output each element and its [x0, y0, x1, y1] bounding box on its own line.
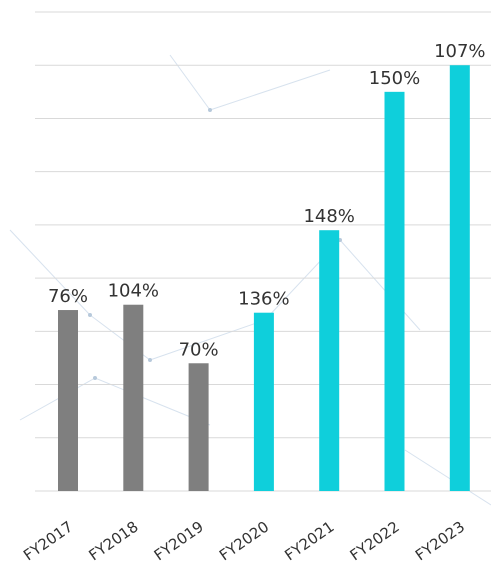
bar-fy2017 [58, 310, 78, 491]
bar-fy2018 [123, 304, 144, 491]
data-label-fy2023: 107% [434, 41, 485, 62]
data-label-fy2020: 136% [238, 289, 289, 310]
x-tick-fy2018: FY2018 [85, 518, 141, 565]
x-axis-tick-labels: FY2017 FY2018 FY2019 FY2020 FY2021 FY2022 FY20… [20, 518, 468, 565]
data-label-fy2021: 148% [303, 206, 354, 227]
bar-fy2021 [319, 230, 340, 491]
x-tick-fy2020: FY2020 [216, 518, 272, 565]
data-label-fy2022: 150% [369, 68, 420, 89]
x-tick-fy2021: FY2021 [281, 518, 337, 565]
data-label-fy2017: 76% [48, 286, 88, 307]
bar-fy2019 [188, 363, 209, 491]
x-tick-fy2022: FY2022 [347, 518, 403, 565]
data-label-fy2019: 70% [179, 339, 219, 360]
x-tick-fy2019: FY2019 [151, 518, 207, 565]
data-labels: 76% 104% 70% 136% 148% 150% 107% [48, 41, 486, 360]
background-network-pattern [9, 54, 491, 506]
bar-fy2022 [384, 91, 405, 491]
bar-fy2020 [253, 312, 274, 491]
data-label-fy2018: 104% [108, 281, 159, 302]
x-tick-fy2023: FY2023 [412, 518, 468, 565]
bar-fy2023 [449, 65, 470, 491]
bars [58, 65, 470, 491]
x-tick-fy2017: FY2017 [20, 518, 76, 565]
